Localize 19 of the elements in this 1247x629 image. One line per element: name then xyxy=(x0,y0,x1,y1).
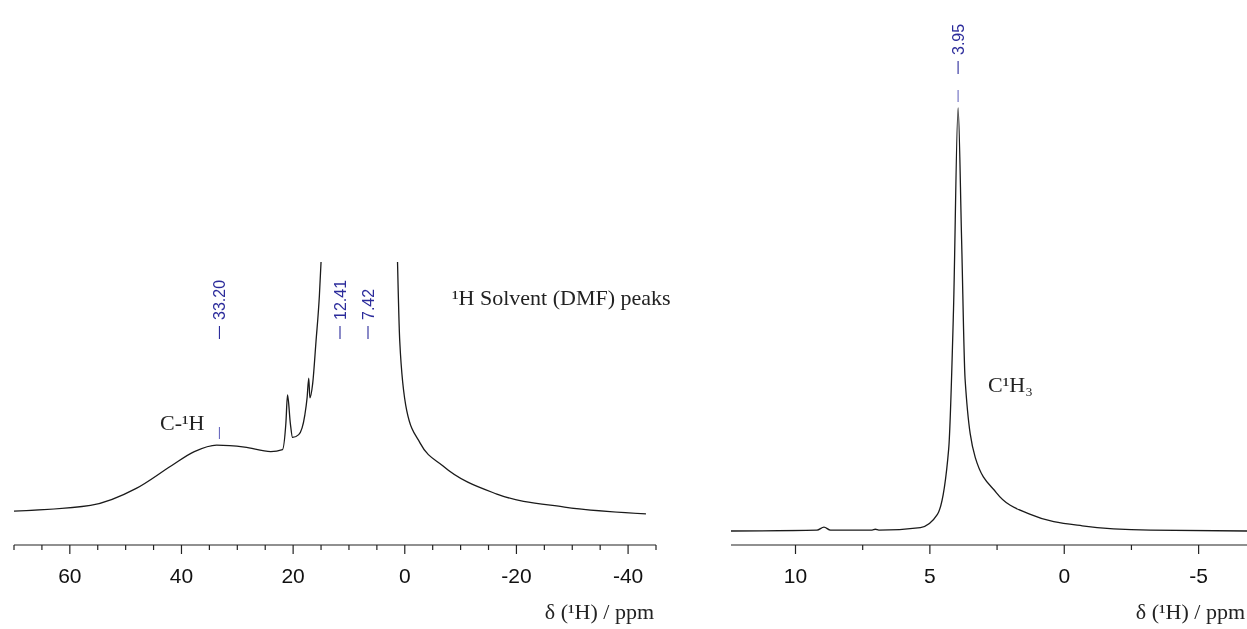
x-tick-label: 60 xyxy=(58,564,82,587)
x-tick-label: 5 xyxy=(924,564,936,587)
x-tick-label: -20 xyxy=(501,564,532,587)
x-tick-label: 20 xyxy=(281,564,305,587)
x-tick-label: -40 xyxy=(612,564,644,587)
x-tick-label: 40 xyxy=(169,564,194,587)
annotation: 12.41 xyxy=(332,279,349,320)
annotation: 3.95 xyxy=(950,23,968,55)
annotation: 7.42 xyxy=(360,288,377,320)
x-tick-label: 0 xyxy=(398,564,411,587)
annotation: ¹H Solvent (DMF) peaks xyxy=(452,285,671,310)
x-tick-label: 0 xyxy=(1058,564,1071,587)
x-axis-title: δ (¹H) / ppm xyxy=(1135,599,1245,624)
x-tick-label: 10 xyxy=(783,564,808,587)
annotation: 33.20 xyxy=(211,279,229,320)
annotation: C¹H₃ xyxy=(988,372,1033,397)
x-tick-label: -5 xyxy=(1189,564,1208,587)
x-axis-title: δ (¹H) / ppm xyxy=(544,599,654,624)
annotation: C-¹H xyxy=(160,410,205,435)
